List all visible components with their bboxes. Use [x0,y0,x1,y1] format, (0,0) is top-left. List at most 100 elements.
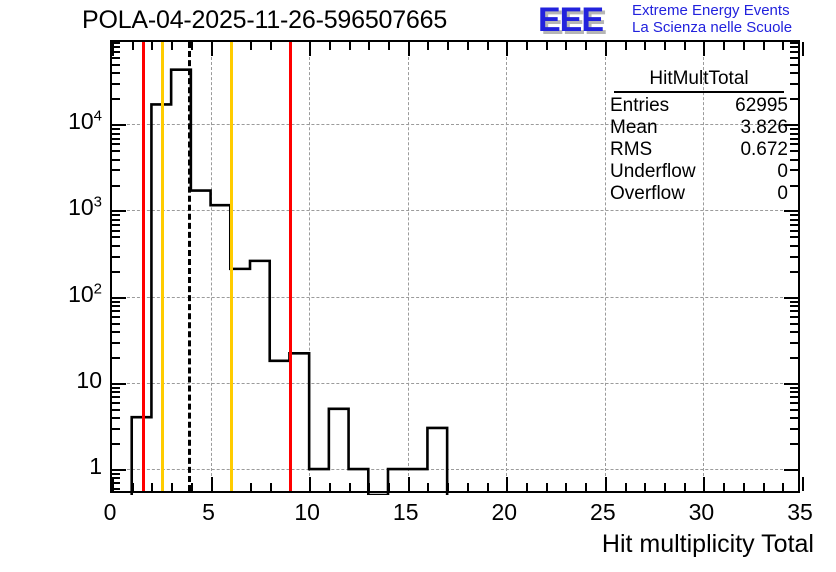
x-axis-tick [802,477,804,491]
y-axis-tick [790,300,798,303]
x-axis-tick [348,42,351,50]
stats-row-value: 0.672 [740,139,788,160]
marker-line-mean-dashed [187,42,191,491]
y-axis-tick [112,469,126,472]
y-axis-tick [112,443,120,446]
y-axis-tick [112,417,120,420]
y-axis-tick [112,223,120,226]
y-axis-tick [790,356,798,359]
y-axis-tick [790,229,798,232]
y-axis-tick [112,214,120,217]
x-axis-tick-label: 30 [688,499,715,525]
y-axis-tick [790,57,798,60]
y-axis-tick [790,128,798,131]
y-axis-tick [112,72,120,75]
x-axis-tick [585,42,588,50]
y-axis-tick [790,391,798,394]
y-axis-tick [112,341,120,344]
x-axis-tick [703,477,706,491]
y-axis-tick [790,214,798,217]
x-axis-tick [644,483,647,491]
y-axis-tick [112,401,120,404]
stats-row-value: 3.826 [740,117,788,138]
y-axis-tick [112,296,126,299]
y-axis-tick [784,296,798,299]
y-axis-tick-label: 10 [76,366,102,393]
eee-logo-line1: Extreme Energy Events [632,2,790,19]
x-axis-tick [210,42,213,56]
stats-row-key: Overflow [610,183,685,204]
y-axis-tick [790,427,798,430]
y-axis-tick-label: 103 [68,193,102,221]
y-axis-tick [790,315,798,318]
x-axis-tick [171,42,174,50]
y-axis-tick [112,472,120,475]
x-axis-tick [486,42,489,50]
x-axis-tick [683,483,686,491]
gridline-vertical [309,42,311,491]
y-axis-tick [784,124,798,127]
x-axis-tick [604,42,607,56]
y-axis-tick [112,51,120,54]
x-axis-tick-label: 0 [103,499,117,525]
x-axis-tick [250,42,252,50]
y-axis-tick [112,137,120,140]
y-axis-tick [790,310,798,312]
y-axis-tick [790,244,798,247]
eee-logo-line2: La Scienza nelle Scuole [632,19,793,36]
x-axis-tick [368,42,371,50]
y-axis-tick [112,124,126,127]
gridline-horizontal [112,382,798,384]
x-axis-tick [328,483,331,491]
stats-row: RMS 0.672 [606,139,792,161]
y-axis-tick-label: 1 [89,453,102,480]
stats-row: Overflow 0 [606,183,792,205]
y-axis-tick [112,128,120,131]
x-axis-tick [190,483,193,491]
gridline-horizontal [112,124,798,126]
y-axis-tick [790,386,798,389]
y-axis-tick [112,356,120,359]
gridline-vertical [604,42,606,491]
y-axis-tick [790,218,798,221]
x-axis-tick [309,42,312,56]
y-axis-tick [112,42,120,44]
x-axis-tick [269,42,272,50]
y-axis-tick [112,158,120,161]
y-axis-tick [790,443,798,446]
stats-row-key: Mean [610,117,658,138]
page-title: POLA-04-2025-11-26-596507665 [82,6,448,34]
y-axis-tick [112,300,120,303]
y-axis-tick [790,42,798,44]
x-axis-tick [407,42,410,56]
x-axis-tick [328,42,331,50]
y-axis-tick [790,184,798,187]
x-axis-tick [466,483,469,491]
y-axis-tick [790,158,798,161]
stats-box: HitMultTotal Entries 62995 Mean 3.826 RMS 0.6… [606,68,792,205]
y-axis-tick [790,341,798,344]
x-axis-tick [151,42,154,50]
x-axis-tick-label: 15 [392,499,419,525]
y-axis-tick [112,184,120,187]
y-axis-tick [112,477,120,480]
marker-line-high-red-cut [289,42,293,491]
x-axis-tick [545,483,548,491]
x-axis-tick [683,42,686,50]
eee-logo: EEE Extreme Energy Events La Scienza nel… [538,2,834,38]
x-axis-tick [506,477,509,491]
x-axis-tick [723,483,726,491]
x-axis-tick [151,483,154,491]
x-axis-tick [131,42,134,50]
x-axis-tick [624,483,627,491]
y-axis-tick [790,255,798,258]
y-axis-tick [112,391,120,394]
stats-rows: Entries 62995 Mean 3.826 RMS 0.672 Underflow 0 O… [606,95,792,205]
y-axis-tick [112,210,126,213]
y-axis-tick [112,330,120,333]
y-axis-tick [790,330,798,333]
x-axis-tick [112,42,114,56]
x-axis-tick [269,483,272,491]
stats-row: Entries 62995 [606,95,792,117]
